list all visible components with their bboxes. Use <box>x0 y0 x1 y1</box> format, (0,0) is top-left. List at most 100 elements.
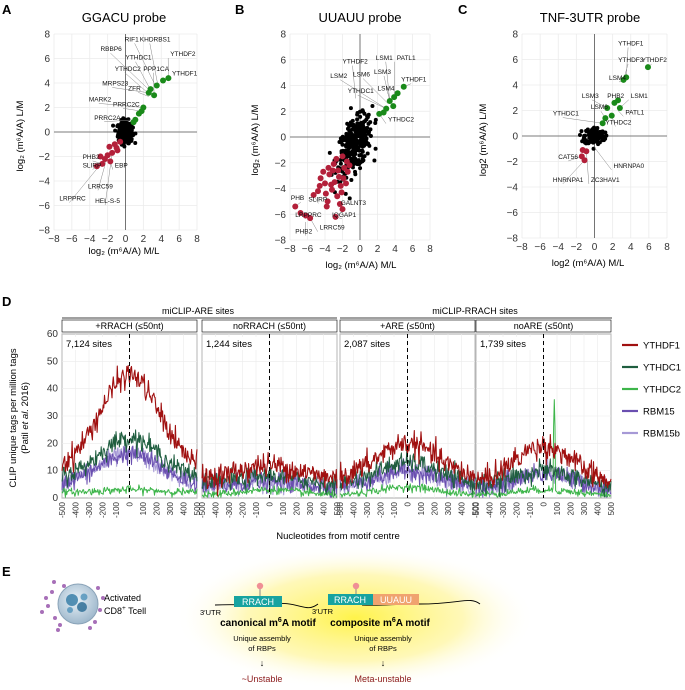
label-leader <box>362 78 389 104</box>
point-label: YTHDF2 <box>170 51 196 58</box>
label-leader <box>135 61 152 92</box>
data-point-red <box>343 180 349 187</box>
point-label: LRRC59 <box>88 183 113 190</box>
panel-letter-a: A <box>2 2 12 17</box>
x-tick-label: -300 <box>225 501 234 518</box>
data-point-red <box>107 158 114 165</box>
x-tick-label: −6 <box>66 234 78 245</box>
particle <box>56 628 60 632</box>
outcome-right: Meta-unstable <box>354 674 411 684</box>
y-tick-label: 0 <box>44 128 50 139</box>
data-point-black <box>133 140 138 145</box>
data-point-black <box>357 109 362 114</box>
data-point-red <box>93 163 100 170</box>
data-point-black <box>349 158 354 163</box>
point-label: ZC3HAV1 <box>591 177 620 184</box>
data-point-red <box>315 188 321 195</box>
y-tick-label: −8 <box>275 236 287 247</box>
data-point-green <box>165 75 172 82</box>
mrna-right <box>361 599 481 606</box>
panel-a: A GGACU probe −8 −6 −4 −2 0 2 4 6 886420−2−4−6−8… <box>2 2 200 257</box>
data-point-black <box>327 150 332 155</box>
x-tick-label: 6 <box>176 234 182 245</box>
label-leader <box>112 87 149 94</box>
x-tick-label: 400 <box>458 501 467 515</box>
legend-label-rbm15b: RBM15b <box>643 429 680 440</box>
data-point-red <box>114 147 121 154</box>
point-label: LRPPRC <box>59 196 86 203</box>
label-leader <box>625 47 629 78</box>
data-point-black <box>344 138 349 143</box>
label-leader <box>153 72 155 95</box>
sites-count-label: 7,124 sites <box>66 339 112 350</box>
data-point-black <box>591 146 596 151</box>
facet-3: noARE (≤50nt) 1,739 sites -500 -400 -300 -200… <box>472 319 616 518</box>
data-point-red <box>329 186 335 193</box>
facet-2: +ARE (≤50nt)2,087 sites-500 -400 -300 -200-… <box>336 319 480 518</box>
x-tick-label: -500 <box>336 501 345 518</box>
series-line-ythdf1 <box>61 364 198 473</box>
x-tick-label: 300 <box>580 501 589 515</box>
cell-label-1: Activated <box>104 593 141 603</box>
panel-letter-b: B <box>235 2 244 17</box>
data-point-red <box>111 141 118 148</box>
data-point-red <box>325 164 332 171</box>
panel-a-title: GGACU probe <box>82 10 167 25</box>
point-label: LRRC59 <box>320 225 345 232</box>
data-point-black <box>591 139 596 144</box>
panel-a-xlabel: log₂ (m⁶A/A) M/L <box>89 246 160 257</box>
y-tick-label: 30 <box>47 411 59 422</box>
point-label: SLIRP <box>308 196 327 203</box>
rrach-label-right: RRACH <box>334 595 366 605</box>
legend-label-ythdc1: YTHDC1 <box>643 363 681 374</box>
label-leader <box>149 43 158 85</box>
x-tick-label: 8 <box>664 242 670 253</box>
point-label: EBP <box>115 163 128 170</box>
data-point-black <box>348 128 353 133</box>
particle <box>53 616 57 620</box>
y-tick-label: 60 <box>47 329 59 340</box>
x-tick-label: 0 <box>592 242 598 253</box>
x-tick-label: 6 <box>646 242 652 253</box>
y-tick-label: −4 <box>507 183 519 194</box>
data-point-black <box>358 128 363 133</box>
rrach-label-left: RRACH <box>242 597 274 607</box>
x-tick-label: -200 <box>513 501 522 518</box>
data-point-black <box>358 114 363 119</box>
data-point-red <box>97 153 104 160</box>
y-tick-label: −2 <box>39 152 51 163</box>
x-tick-label: -400 <box>212 501 221 518</box>
data-point-red <box>323 203 330 210</box>
particle <box>93 620 97 624</box>
assembly-left-2: of RBPs <box>248 644 276 653</box>
point-label: YTHDF1 <box>401 77 427 84</box>
point-label: PHB2 <box>607 93 624 100</box>
y-tick-label: 6 <box>512 55 518 66</box>
point-label: LSM3 <box>582 93 599 100</box>
x-tick-label: 0 <box>123 234 129 245</box>
label-leader <box>562 117 603 124</box>
data-point-black <box>345 121 350 126</box>
tcell-particles <box>40 580 105 632</box>
x-tick-label: −8 <box>516 242 528 253</box>
panel-b-ylabel: log₂ (m⁶A/A) L/M <box>250 104 261 175</box>
y-tick-label: 0 <box>52 493 58 504</box>
point-label: LSM4 <box>609 75 626 82</box>
motif-right-title: composite m6A motif <box>330 617 430 629</box>
facet-0: +RRACH (≤50nt) 7,124 sites -500 -400 -300 -20… <box>58 319 202 518</box>
x-tick-label: −2 <box>571 242 583 253</box>
data-point-black <box>119 118 124 123</box>
x-tick-label: 400 <box>180 501 189 515</box>
panel-a-ylabel: log₂ (m⁶A/A) L/M <box>15 100 26 171</box>
data-point-black <box>363 132 368 137</box>
data-point-black <box>117 123 122 128</box>
panel-c-xlabel: log2 (m⁶A/A) M/L <box>552 258 625 269</box>
particle <box>98 608 102 612</box>
data-point-red <box>330 161 337 168</box>
point-label: CAT56 <box>558 154 578 161</box>
point-label: KHDRBS1 <box>140 36 171 43</box>
y-tick-label: 4 <box>512 81 518 92</box>
data-point-black <box>351 152 356 157</box>
